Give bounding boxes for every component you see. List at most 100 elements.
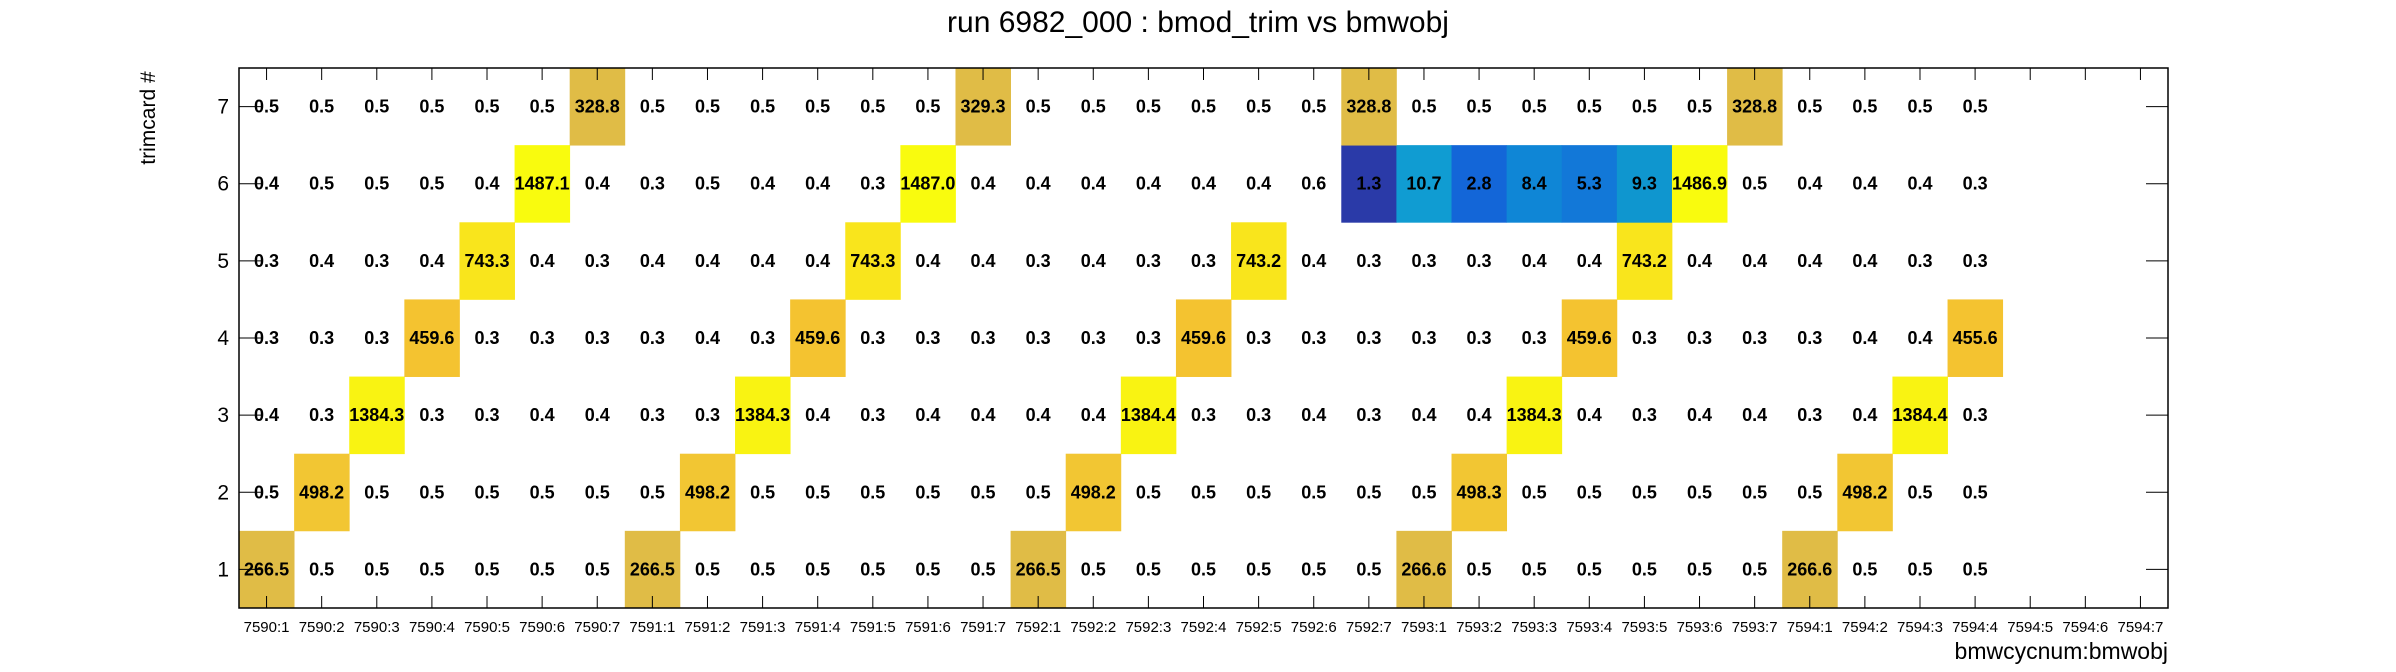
cell-value-label: 0.4 [1081,405,1106,425]
cell-value-label: 0.5 [1356,559,1381,579]
cell-value-label: 0.3 [640,174,665,194]
heatmap-cell [900,145,956,223]
cell-value-label: 1.3 [1356,174,1381,194]
cell-value-label: 0.5 [1191,559,1216,579]
cell-value-label: 0.5 [1136,97,1161,117]
cell-value-label: 0.3 [1136,251,1161,271]
cell-value-label: 0.5 [1522,482,1547,502]
cell-value-label: 0.4 [1852,405,1877,425]
x-tick-label: 7593:3 [1511,619,1557,636]
x-tick-label: 7591:6 [905,619,951,636]
cell-value-label: 0.4 [1797,251,1822,271]
cell-value-label: 0.5 [474,559,499,579]
heatmap-cell [404,299,460,377]
cell-value-label: 329.3 [961,97,1006,117]
cell-value-label: 0.5 [1742,482,1767,502]
cell-value-label: 0.4 [750,174,775,194]
heatmap-cell [1010,530,1067,609]
heatmap-cell [1892,376,1948,455]
heatmap-cell [1561,145,1618,223]
cell-value-label: 0.3 [1797,405,1822,425]
cell-value-label: 0.4 [1191,174,1216,194]
x-tick-label: 7592:4 [1181,619,1227,636]
cell-value-label: 0.5 [1301,482,1326,502]
cell-value-label: 328.8 [1732,97,1777,117]
cell-value-label: 0.3 [1907,251,1932,271]
cell-value-label: 0.5 [585,559,610,579]
cell-value-label: 0.4 [1742,251,1767,271]
cell-value-label: 0.3 [1522,328,1547,348]
cell-value-label: 0.5 [1852,97,1877,117]
y-tick-label: 6 [217,173,229,196]
x-tick-label: 7591:2 [685,619,731,636]
cell-value-label: 0.3 [585,251,610,271]
cell-value-label: 0.5 [474,97,499,117]
cell-value-label: 0.3 [1411,328,1436,348]
cell-value-label: 0.4 [309,251,334,271]
x-tick-label: 7593:7 [1732,619,1778,636]
heatmap-cell [1231,222,1287,300]
cell-value-label: 0.5 [915,559,940,579]
cell-value-label: 0.3 [364,251,389,271]
cell-value-label: 0.4 [474,174,499,194]
cell-value-label: 0.5 [530,97,555,117]
cell-value-label: 0.3 [1963,251,1988,271]
cell-value-label: 0.3 [1411,251,1436,271]
cell-value-label: 0.3 [474,405,499,425]
cell-value-label: 0.5 [695,97,720,117]
x-tick-label: 7591:7 [960,619,1006,636]
x-tick-label: 7590:7 [574,619,620,636]
heatmap-cell [1671,145,1728,223]
cell-value-label: 0.4 [640,251,665,271]
cell-value-label: 0.5 [585,482,610,502]
cell-value-label: 266.5 [1016,559,1061,579]
heatmap-cell [1451,145,1508,223]
cell-value-label: 8.4 [1522,174,1547,194]
cell-value-label: 0.4 [1411,405,1436,425]
cell-value-label: 0.5 [915,482,940,502]
cell-value-label: 0.3 [1246,328,1271,348]
cell-value-label: 0.4 [254,174,279,194]
cell-value-label: 498.2 [299,482,344,502]
cell-value-label: 0.4 [1687,405,1712,425]
cell-value-label: 0.5 [1136,482,1161,502]
cell-value-label: 0.3 [419,405,444,425]
cell-value-label: 0.5 [1632,482,1657,502]
cell-value-label: 0.4 [1852,251,1877,271]
cell-value-label: 1384.4 [1121,405,1176,425]
y-axis-label: trimcard # [137,71,160,165]
cell-value-label: 0.5 [1907,559,1932,579]
cell-value-label: 0.5 [1356,482,1381,502]
heatmap-cell [514,145,571,223]
cell-value-label: 743.3 [850,251,895,271]
cell-value-label: 0.5 [1301,97,1326,117]
y-axis-ticks: 1 2 3 4 5 6 7 [217,96,2168,581]
cell-value-label: 0.5 [1191,97,1216,117]
cell-value-label: 0.4 [1907,174,1932,194]
cell-value-label: 0.5 [860,559,885,579]
cell-value-label: 0.5 [805,97,830,117]
cell-value-label: 0.4 [805,174,830,194]
cell-value-label: 0.3 [750,328,775,348]
x-axis-label: bmwcycnum:bmwobj [1955,638,2168,664]
x-tick-label: 7592:3 [1125,619,1171,636]
cell-value-label: 0.3 [1081,328,1106,348]
cell-value-label: 0.4 [1797,174,1822,194]
cell-value-label: 0.4 [1522,251,1547,271]
x-tick-label: 7594:1 [1787,619,1833,636]
cell-value-label: 0.4 [1577,405,1602,425]
cell-value-label: 0.3 [364,328,389,348]
cell-value-label: 0.3 [309,405,334,425]
cell-value-label: 0.4 [1852,174,1877,194]
cell-value-label: 0.3 [474,328,499,348]
cell-value-label: 0.4 [915,405,940,425]
heatmap-cell [294,453,350,532]
heatmap-cell [1396,145,1452,223]
cell-value-label: 0.5 [364,174,389,194]
cell-value-label: 459.6 [409,328,454,348]
cell-value-label: 0.5 [419,482,444,502]
x-tick-label: 7593:5 [1621,619,1667,636]
cell-value-label: 0.5 [750,559,775,579]
x-tick-label: 7592:7 [1346,619,1392,636]
